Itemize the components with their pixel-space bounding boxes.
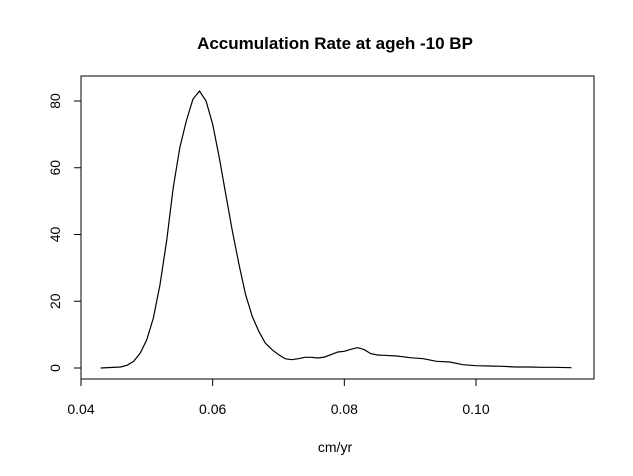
- y-tick-label: 20: [47, 293, 63, 309]
- x-tick-label: 0.10: [462, 401, 489, 417]
- y-tick-label: 0: [47, 364, 63, 372]
- chart-title: Accumulation Rate at ageh -10 BP: [197, 34, 473, 53]
- y-tick-label: 80: [47, 93, 63, 109]
- x-tick-label: 0.04: [67, 401, 94, 417]
- plot-frame: [80, 75, 595, 380]
- y-axis: 0 20 40 60 80: [47, 93, 82, 372]
- x-tick-label: 0.06: [199, 401, 226, 417]
- x-axis-label: cm/yr: [318, 439, 353, 455]
- y-tick-label: 60: [47, 160, 63, 176]
- y-tick-label: 40: [47, 227, 63, 243]
- x-tick-label: 0.08: [331, 401, 358, 417]
- density-line: [100, 89, 572, 369]
- x-axis: 0.04 0.06 0.08 0.10: [67, 378, 490, 417]
